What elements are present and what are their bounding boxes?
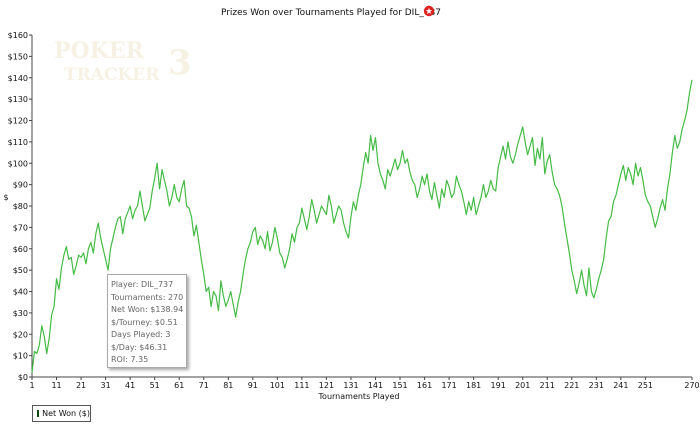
y-axis-ticks: $0 $10 $20 $30 $40 $50 $60 $70 $80 $90 $100 $110 $12…: [8, 31, 32, 382]
y-axis-title: $: [3, 193, 8, 202]
stat-days-played: Days Played: 3: [111, 330, 171, 339]
x-tick-label: 131: [343, 381, 358, 390]
x-tick-label: 171: [441, 381, 456, 390]
y-tick-label: $60: [13, 245, 28, 254]
legend-label-net-won: Net Won ($): [42, 409, 90, 418]
watermark-line3: 3: [168, 43, 192, 83]
poker-tracker-watermark: POKER TRACKER 3: [50, 36, 195, 86]
x-tick-label: 241: [613, 381, 628, 390]
y-tick-label: $20: [13, 330, 28, 339]
stat-roi: ROI: 7.35: [111, 355, 149, 364]
stat-per-day: $/Day: $46.31: [111, 342, 168, 352]
x-tick-label: 161: [417, 381, 432, 390]
x-tick-label: 141: [368, 381, 383, 390]
x-axis-title: Tournaments Played: [318, 392, 400, 401]
y-tick-label: $100: [8, 159, 28, 168]
x-tick-label: 61: [174, 381, 184, 390]
y-tick-label: $140: [8, 74, 28, 83]
watermark-line2: TRACKER: [64, 65, 160, 85]
y-tick-label: $40: [13, 288, 28, 297]
y-tick-label: $70: [13, 223, 28, 232]
x-tick-label: 101: [270, 381, 285, 390]
y-tick-label: $0: [18, 373, 28, 382]
y-tick-label: $110: [8, 138, 28, 147]
x-tick-label: 41: [125, 381, 135, 390]
legend-swatch-net-won: [37, 410, 40, 417]
y-tick-label: $90: [13, 181, 28, 190]
stat-player: Player: DIL_737: [111, 280, 174, 289]
x-tick-label: 251: [638, 381, 653, 390]
y-tick-label: $160: [8, 31, 28, 40]
y-tick-label: $30: [13, 309, 28, 318]
y-tick-label: $80: [13, 202, 28, 211]
x-tick-label: 270: [684, 381, 699, 390]
chart-legend[interactable]: Net Won ($): [32, 405, 91, 422]
y-tick-label: $130: [8, 95, 28, 104]
stat-per-tourney: $/Tourney: $0.51: [111, 317, 178, 327]
x-tick-label: 191: [491, 381, 506, 390]
x-tick-label: 1: [29, 381, 34, 390]
y-tick-label: $120: [8, 117, 28, 126]
x-tick-label: 221: [564, 381, 579, 390]
x-tick-label: 31: [101, 381, 111, 390]
series-group: [31, 79, 693, 373]
x-tick-label: 181: [466, 381, 481, 390]
y-tick-label: $50: [13, 266, 28, 275]
x-tick-label: 91: [248, 381, 258, 390]
x-tick-label: 201: [515, 381, 530, 390]
x-tick-label: 111: [294, 381, 309, 390]
player-stats-box: Player: DIL_737 Tournaments: 270 Net Won…: [107, 274, 187, 368]
x-axis-ticks: 1 11 21 31 41 51 61 71 81 91 101 111 121 131 141 151 161…: [29, 377, 700, 390]
chart-title: Prizes Won over Tournaments Played for D…: [221, 8, 441, 18]
watermark-line1: POKER: [54, 38, 145, 64]
x-tick-label: 11: [51, 381, 61, 390]
x-tick-label: 231: [589, 381, 604, 390]
y-tick-label: $150: [8, 52, 28, 61]
x-tick-label: 81: [223, 381, 233, 390]
stat-tournaments: Tournaments: 270: [111, 292, 184, 302]
x-tick-label: 211: [540, 381, 555, 390]
series-line-net-won: [31, 79, 693, 373]
x-tick-label: 151: [392, 381, 407, 390]
x-tick-label: 121: [319, 381, 334, 390]
stat-net-won: Net Won: $138.94: [111, 305, 184, 314]
x-tick-label: 51: [150, 381, 160, 390]
x-tick-label: 71: [199, 381, 209, 390]
x-tick-label: 21: [76, 381, 86, 390]
pokerstars-icon: [423, 5, 435, 17]
y-tick-label: $10: [13, 352, 28, 361]
